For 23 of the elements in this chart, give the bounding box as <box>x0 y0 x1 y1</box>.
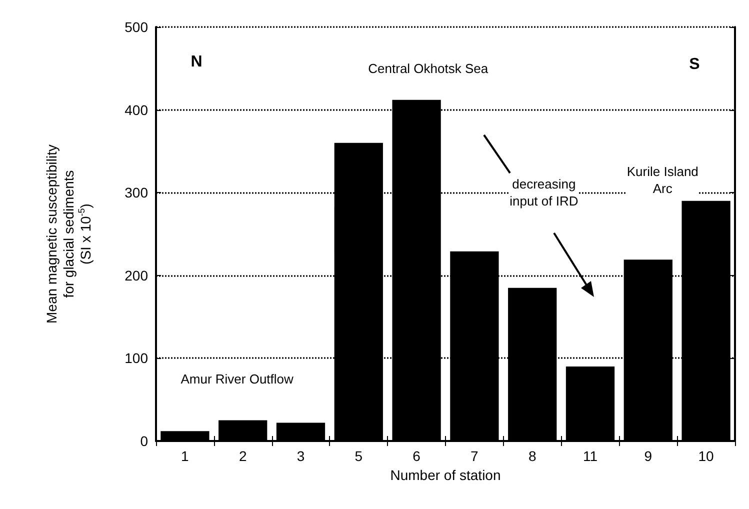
x-tick-label: 10 <box>698 448 714 464</box>
x-tick-label: 1 <box>181 448 190 464</box>
x-tick-label: 6 <box>412 448 421 464</box>
x-tick-label: 9 <box>644 448 652 464</box>
y-tick-label: 400 <box>124 102 148 118</box>
x-axis-title: Number of station <box>390 466 501 483</box>
annotation: N <box>190 54 202 71</box>
x-tick-label: 5 <box>354 448 363 464</box>
x-tick-label: 3 <box>296 448 305 464</box>
y-tick-label: 0 <box>140 433 148 449</box>
y-tick-label: 300 <box>124 184 148 201</box>
annotation: Central Okhotsk Sea <box>368 60 489 76</box>
x-tick-label: 8 <box>528 448 536 464</box>
x-tick-label: 2 <box>238 448 247 464</box>
x-tick-label: 11 <box>582 448 598 464</box>
annotation: Kurile Island Arc <box>626 164 698 196</box>
y-tick-label: 100 <box>124 350 148 366</box>
y-tick-label: 200 <box>124 267 148 284</box>
y-tick-label: 500 <box>124 19 148 35</box>
annotation: decreasing input of IRD <box>510 176 578 209</box>
annotation: Amur River Outflow <box>180 371 294 386</box>
annotation: S <box>689 56 700 73</box>
x-tick-label: 7 <box>470 448 479 464</box>
